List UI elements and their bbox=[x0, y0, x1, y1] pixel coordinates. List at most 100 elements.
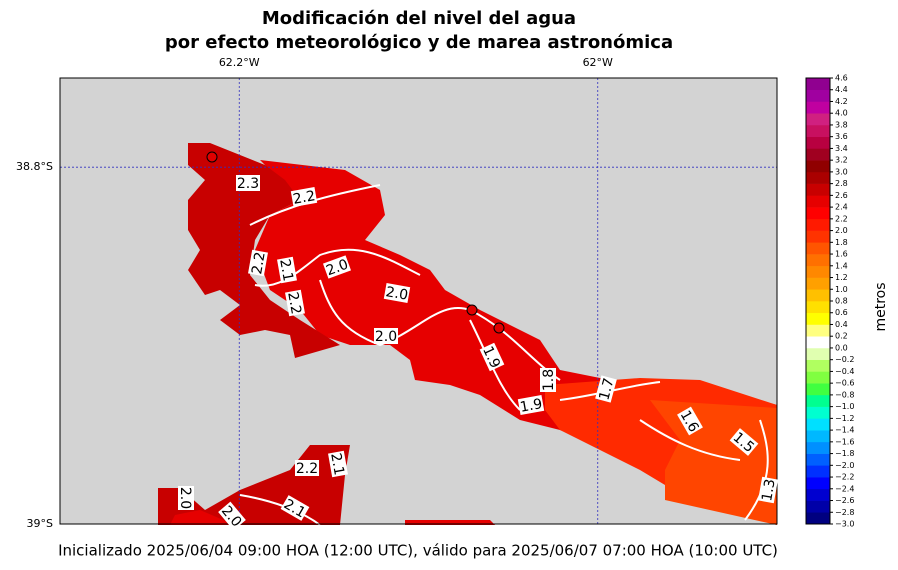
contour-label-group: 2.0 bbox=[374, 328, 398, 345]
contour-label: 1.7 bbox=[596, 376, 617, 402]
colorbar-tick-label: 0.0 bbox=[835, 343, 848, 352]
colorbar-tick-label: −2.2 bbox=[835, 473, 854, 482]
contour-label-group: 2.2 bbox=[248, 249, 269, 277]
colorbar-swatch bbox=[806, 301, 830, 314]
y-tick-label: 39°S bbox=[27, 517, 53, 530]
colorbar-tick-label: −1.0 bbox=[835, 402, 854, 411]
contour-label: 2.2 bbox=[284, 291, 304, 316]
water-region bbox=[170, 510, 235, 525]
colorbar-swatch bbox=[806, 465, 830, 478]
colorbar-tick-label: −0.2 bbox=[835, 355, 854, 364]
colorbar-tick-label: 4.0 bbox=[835, 109, 848, 118]
contour-label: 2.0 bbox=[384, 284, 409, 304]
contour-label-bg bbox=[277, 256, 297, 284]
colorbar-swatch bbox=[806, 430, 830, 443]
colorbar-tick-label: −2.6 bbox=[835, 496, 854, 505]
contour-label: 2.1 bbox=[327, 452, 347, 477]
colorbar-swatch bbox=[806, 324, 830, 337]
colorbar-swatch bbox=[806, 441, 830, 454]
colorbar-tick-label: 0.8 bbox=[835, 297, 848, 306]
colorbar-tick-label: 4.2 bbox=[835, 97, 848, 106]
contour-label-bg bbox=[677, 406, 703, 436]
contour-label-bg bbox=[758, 476, 778, 504]
contour-label: 2.1 bbox=[276, 258, 296, 283]
colorbar-tick-label: 2.0 bbox=[835, 226, 848, 235]
colorbar-tick-label: −0.4 bbox=[835, 367, 854, 376]
contour-label-bg bbox=[280, 495, 310, 521]
colorbar-tick-label: 2.8 bbox=[835, 179, 848, 188]
colorbar-tick-label: −2.8 bbox=[835, 508, 854, 517]
colorbar-tick-label: 4.4 bbox=[835, 85, 848, 94]
colorbar-tick-label: 0.6 bbox=[835, 308, 848, 317]
colorbar-swatch bbox=[806, 383, 830, 396]
contour-label-bg bbox=[322, 255, 352, 279]
contour-label: 1.8 bbox=[541, 369, 557, 391]
colorbar-swatch bbox=[806, 78, 830, 91]
contour-label-bg bbox=[374, 328, 398, 344]
colorbar-swatch bbox=[806, 171, 830, 184]
colorbar-swatch bbox=[806, 254, 830, 267]
colorbar-tick-label: 0.2 bbox=[835, 332, 848, 341]
colorbar-swatch bbox=[806, 207, 830, 220]
contour-label: 2.3 bbox=[237, 176, 259, 192]
colorbar-tick-label: 2.6 bbox=[835, 191, 848, 200]
colorbar-swatch bbox=[806, 312, 830, 325]
colorbar-tick-label: 1.4 bbox=[835, 261, 848, 270]
contour-label-group: 2.1 bbox=[276, 256, 297, 284]
colorbar-tick-label: 2.4 bbox=[835, 203, 848, 212]
contour-label-group: 1.8 bbox=[540, 368, 557, 392]
station bbox=[466, 304, 478, 316]
colorbar-swatch bbox=[806, 242, 830, 255]
contour-label-bg bbox=[178, 486, 194, 510]
colorbar-swatch bbox=[806, 89, 830, 102]
colorbar-swatch bbox=[806, 394, 830, 407]
colorbar-swatch bbox=[806, 265, 830, 278]
contour-label-bg bbox=[479, 342, 505, 372]
colorbar-swatch bbox=[806, 230, 830, 243]
y-tick-label: 38.8°S bbox=[16, 160, 53, 173]
title: por efecto meteorológico y de marea astr… bbox=[165, 32, 673, 53]
colorbar-tick-label: −1.6 bbox=[835, 437, 854, 446]
contour-label-group: 2.2 bbox=[284, 289, 305, 317]
colorbar-swatch bbox=[806, 277, 830, 290]
colorbar-swatch bbox=[806, 218, 830, 231]
colorbar-tick-label: 0.4 bbox=[835, 320, 848, 329]
contour-label-bg bbox=[383, 283, 411, 303]
colorbar-tick-label: −2.4 bbox=[835, 484, 854, 493]
contour-label-bg bbox=[517, 395, 545, 415]
footer: Inicializado 2025/06/04 09:00 HOA (12:00… bbox=[58, 542, 778, 560]
colorbar-tick-label: 1.2 bbox=[835, 273, 848, 282]
contour-label-bg bbox=[729, 428, 759, 456]
title: Modificación del nivel del agua bbox=[262, 8, 576, 29]
colorbar-swatch bbox=[806, 488, 830, 501]
colorbar-swatch bbox=[806, 453, 830, 466]
contour-label-bg bbox=[290, 187, 318, 207]
station bbox=[206, 151, 218, 163]
colorbar-swatch bbox=[806, 477, 830, 490]
contour-label-bg bbox=[328, 450, 348, 478]
map: 2.32.22.2 2.12.22.02.02.01.91.81.91.71.61… bbox=[59, 77, 779, 531]
contour-label-group: 2.0 bbox=[322, 255, 352, 279]
contour-label-bg bbox=[218, 501, 246, 531]
colorbar-swatch bbox=[806, 160, 830, 173]
contour-label: 2.0 bbox=[375, 329, 397, 345]
contour-label: 1.9 bbox=[519, 396, 544, 416]
colorbar-tick-label: −0.8 bbox=[835, 390, 854, 399]
colorbar-swatch bbox=[806, 124, 830, 137]
contour-label-group: 2.0 bbox=[383, 283, 411, 304]
colorbar-tick-label: −1.2 bbox=[835, 414, 854, 423]
colorbar-tick-label: −1.8 bbox=[835, 449, 854, 458]
colorbar-tick-label: 4.6 bbox=[835, 74, 848, 83]
contour-label-group: 2.2 bbox=[295, 460, 319, 477]
colorbar-tick-label: −3.0 bbox=[835, 520, 854, 529]
colorbar-tick-label: −1.4 bbox=[835, 426, 854, 435]
colorbar-swatch bbox=[806, 101, 830, 114]
colorbar-swatch bbox=[806, 113, 830, 126]
station bbox=[493, 322, 505, 334]
contour-label-group: 1.9 bbox=[517, 395, 545, 416]
contour-lines bbox=[239, 184, 769, 526]
colorbar-tick-label: 1.6 bbox=[835, 250, 848, 259]
contour-label-group: 2.1 bbox=[327, 450, 348, 478]
map-frame bbox=[59, 77, 778, 525]
water-region bbox=[188, 143, 340, 358]
